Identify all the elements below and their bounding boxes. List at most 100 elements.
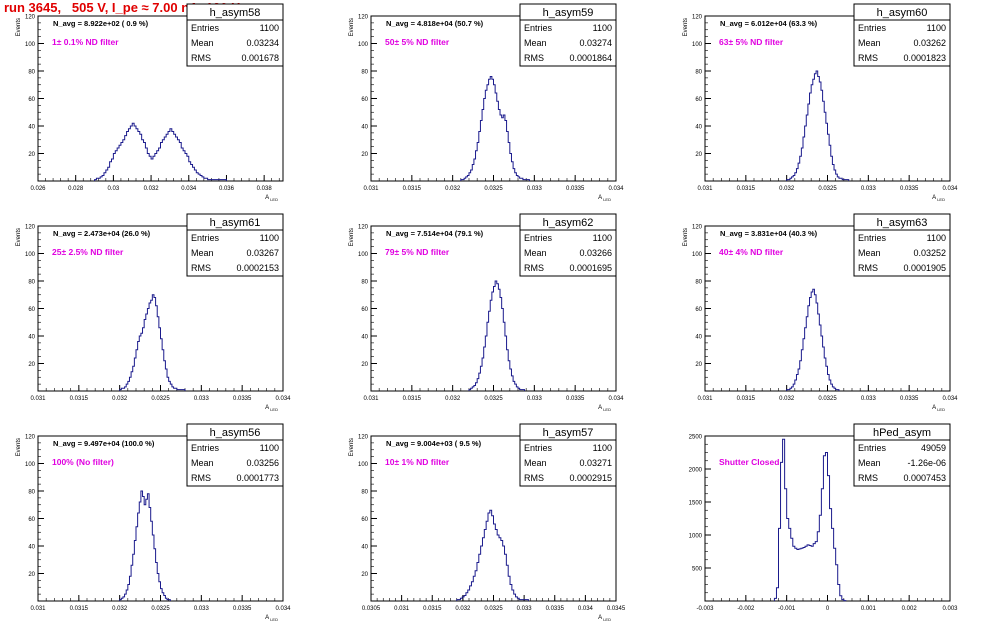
x-tick-label: 0.034: [181, 186, 197, 192]
stats-value-entries: 49059: [921, 443, 946, 453]
y-tick-label: 80: [361, 490, 368, 496]
y-tick-label: 60: [695, 307, 702, 313]
x-tick-label: 0.0315: [70, 606, 89, 612]
histogram-steps: [94, 122, 227, 181]
y-tick-label: 60: [28, 307, 35, 313]
stats-label-mean: Mean: [191, 458, 214, 468]
x-tick-label: 0.033: [861, 396, 877, 402]
y-tick-label: 60: [28, 97, 35, 103]
x-tick-label: 0.026: [30, 186, 46, 192]
x-tick-label: 0.033: [194, 396, 210, 402]
x-tick-label: 0.034: [275, 606, 291, 612]
y-tick-label: 60: [361, 517, 368, 523]
stats-label-entries: Entries: [524, 443, 553, 453]
y-tick-label: 120: [25, 15, 36, 21]
filter-annotation: 100% (No filter): [52, 457, 114, 467]
x-tick-label: 0.032: [779, 186, 795, 192]
y-tick-label: 60: [361, 97, 368, 103]
stats-value-mean: 0.03234: [246, 38, 279, 48]
stats-value-rms: 0.0002915: [569, 473, 612, 483]
x-axis-label: A LED: [598, 195, 611, 202]
x-tick-label: 0.034: [275, 396, 291, 402]
y-tick-label: 40: [28, 545, 35, 551]
stats-label-rms: RMS: [858, 473, 878, 483]
y-tick-label: 1000: [689, 534, 703, 540]
y-tick-label: 100: [692, 42, 703, 48]
histogram-panel-h_asym62: 20 40 60 80 100 120 0.031 0.0315 0.032 0.0325 0.03…: [349, 213, 624, 412]
stats-label-rms: RMS: [858, 53, 878, 63]
stats-value-rms: 0.0001773: [236, 473, 279, 483]
y-tick-label: 120: [25, 435, 36, 441]
histogram-panel-h_asym56: 20 40 60 80 100 120 0.031 0.0315 0.032 0.0325 0.03…: [16, 423, 291, 622]
stats-label-entries: Entries: [858, 443, 887, 453]
y-axis-label: Events: [349, 438, 355, 456]
stats-label-rms: RMS: [191, 473, 211, 483]
navg-label: N_avg = 9.497e+04 (100.0 %): [53, 439, 155, 448]
y-tick-label: 60: [28, 517, 35, 523]
y-axis-label: Events: [683, 18, 689, 36]
x-tick-label: 0.034: [608, 186, 624, 192]
stats-label-mean: Mean: [858, 38, 881, 48]
stats-label-entries: Entries: [524, 23, 553, 33]
x-axis-label: A LED: [598, 615, 611, 622]
stats-value-entries: 1100: [927, 23, 946, 33]
stats-label-mean: Mean: [524, 38, 547, 48]
x-tick-label: 0.034: [942, 396, 958, 402]
stats-label-mean: Mean: [858, 248, 881, 258]
x-tick-label: 0.0345: [607, 606, 626, 612]
y-tick-label: 40: [361, 125, 368, 131]
x-tick-label: 0.032: [455, 606, 471, 612]
histogram-name: h_asym63: [877, 217, 928, 229]
x-tick-label: 0.031: [394, 606, 410, 612]
y-tick-label: 100: [25, 462, 36, 468]
filter-annotation: 50± 5% ND filter: [385, 37, 450, 47]
stats-label-mean: Mean: [858, 458, 881, 468]
histogram-panel-h_asym59: 20 40 60 80 100 120 0.031 0.0315 0.032 0.0325 0.03…: [349, 3, 624, 202]
histogram-panel-h_asym60: 20 40 60 80 100 120 0.031 0.0315 0.032 0.0325 0.03…: [683, 3, 958, 202]
histogram-steps: [460, 76, 530, 181]
y-tick-label: 500: [692, 567, 703, 573]
histogram-name: h_asym59: [543, 7, 594, 19]
x-tick-label: 0.0315: [737, 396, 756, 402]
x-tick-label: 0.0325: [818, 396, 837, 402]
stats-label-rms: RMS: [191, 263, 211, 273]
stats-value-rms: 0.0001905: [903, 263, 946, 273]
stats-value-entries: 1100: [593, 233, 612, 243]
histogram-steps: [786, 288, 840, 391]
x-tick-label: -0.001: [778, 606, 796, 612]
navg-label: N_avg = 2.473e+04 (26.0 %): [53, 229, 151, 238]
x-tick-label: 0.033: [861, 186, 877, 192]
x-tick-label: 0.0325: [484, 606, 503, 612]
y-tick-label: 40: [28, 125, 35, 131]
x-tick-label: 0.0315: [403, 186, 422, 192]
stats-value-mean: -1.26e-06: [907, 458, 946, 468]
x-tick-label: 0.0315: [423, 606, 442, 612]
stats-label-rms: RMS: [191, 53, 211, 63]
y-axis-label: Events: [16, 18, 22, 36]
y-tick-label: 80: [28, 280, 35, 286]
stats-value-entries: 1100: [593, 443, 612, 453]
filter-annotation: 79± 5% ND filter: [385, 247, 450, 257]
stats-box: h_asym60 Entries 1100 Mean 0.03262 RMS 0.00018…: [853, 3, 951, 67]
y-tick-label: 1500: [689, 501, 703, 507]
stats-value-mean: 0.03252: [913, 248, 946, 258]
stats-box-frame: [519, 423, 617, 487]
stats-value-rms: 0.0007453: [903, 473, 946, 483]
stats-value-mean: 0.03256: [246, 458, 279, 468]
stats-value-rms: 0.001678: [241, 53, 279, 63]
histogram-steps: [119, 490, 171, 601]
x-tick-label: 0.0325: [484, 396, 503, 402]
histogram-name: hPed_asym: [873, 427, 931, 439]
stats-value-mean: 0.03267: [246, 248, 279, 258]
y-tick-label: 100: [358, 462, 369, 468]
stats-label-entries: Entries: [191, 443, 220, 453]
x-tick-label: 0.0315: [737, 186, 756, 192]
histogram-steps: [456, 509, 529, 601]
y-axis-label: Events: [16, 228, 22, 246]
x-tick-label: 0.0325: [151, 606, 170, 612]
y-axis-label: Events: [16, 438, 22, 456]
navg-label: N_avg = 9.004e+03 ( 9.5 %): [386, 439, 482, 448]
x-tick-label: 0.0335: [546, 606, 565, 612]
y-tick-label: 80: [28, 490, 35, 496]
stats-box: h_asym61 Entries 1100 Mean 0.03267 RMS 0.00021…: [186, 213, 284, 277]
